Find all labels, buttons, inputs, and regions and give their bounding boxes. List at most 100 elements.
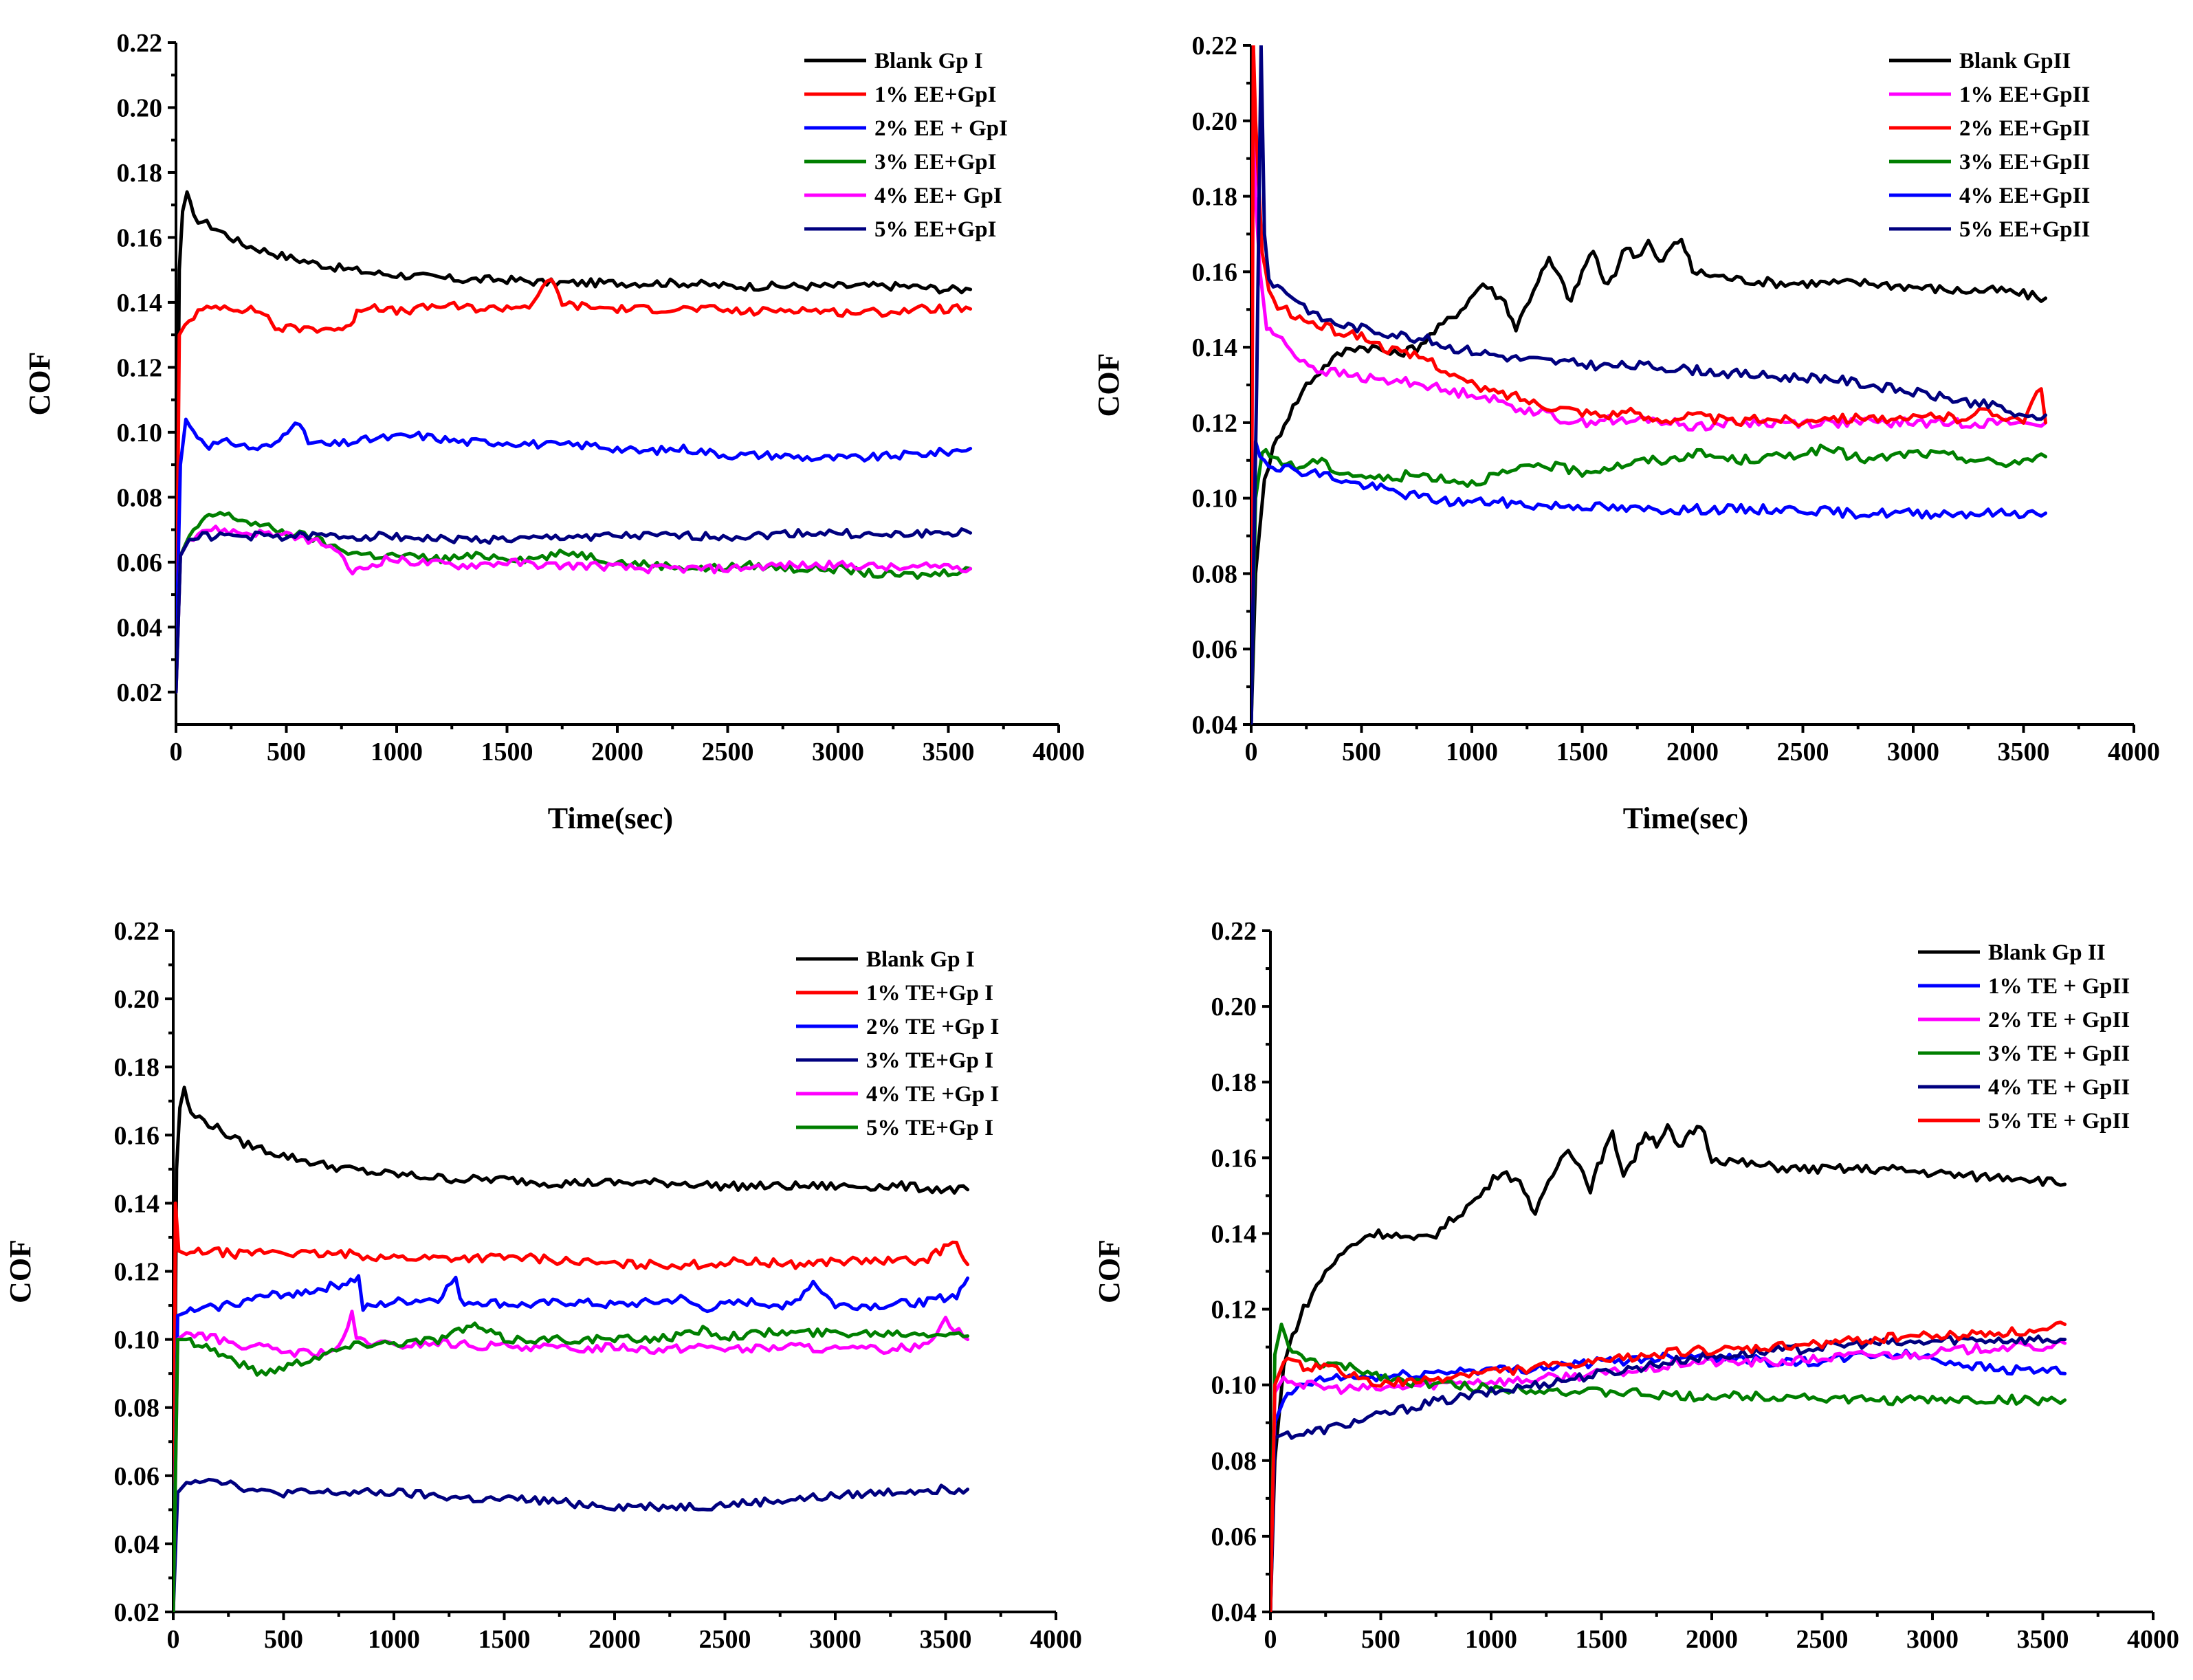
y-tick-label: 0.20	[1211, 993, 1257, 1021]
x-tick-label: 1000	[1446, 738, 1498, 766]
series-line-1-te-gpii	[1270, 1348, 2067, 1612]
legend-label: 1% TE+Gp I	[866, 981, 993, 1006]
y-tick-label: 0.18	[1192, 183, 1238, 212]
x-tick-label: 0	[1264, 1625, 1277, 1654]
x-tick-label: 0	[170, 738, 183, 766]
legend-label: 1% EE+GpI	[874, 82, 996, 107]
x-tick-label: 3500	[920, 1625, 972, 1654]
y-axis-title: COF	[3, 1239, 37, 1303]
x-tick-label: 1000	[368, 1625, 420, 1654]
legend-label: 1% TE + GpII	[1988, 974, 2130, 999]
legend-label: Blank GpII	[1959, 49, 2071, 74]
x-tick-label: 3500	[923, 738, 975, 766]
y-tick-label: 0.06	[1192, 635, 1238, 664]
x-tick-label: 1000	[1465, 1625, 1517, 1654]
y-tick-label: 0.06	[117, 549, 163, 577]
x-tick-label: 2000	[588, 1625, 641, 1654]
x-tick-label: 4000	[1033, 738, 1085, 766]
y-tick-label: 0.12	[114, 1258, 160, 1287]
x-tick-label: 1500	[1576, 1625, 1628, 1654]
series-line-3-te-gp-i	[173, 1477, 970, 1612]
series-line-1-ee-gpi	[176, 278, 973, 694]
x-tick-label: 2000	[1666, 738, 1719, 766]
x-tick-label: 1500	[1556, 738, 1609, 766]
y-tick-label: 0.14	[1211, 1219, 1257, 1248]
legend-label: Blank Gp I	[874, 49, 983, 74]
y-tick-label: 0.16	[1192, 258, 1238, 287]
y-tick-label: 0.22	[114, 917, 160, 946]
x-tick-label: 2500	[699, 1625, 751, 1654]
chart-panel-b: 0.04 0.06 0.08 0.10 0.12 0.14 0.16 0.18 0.20 0.22…	[1092, 32, 2160, 835]
legend-label: 5% TE + GpII	[1988, 1109, 2130, 1134]
y-axis-title: COF	[23, 352, 56, 416]
x-tick-label: 500	[1342, 738, 1381, 766]
y-tick-label: 0.06	[114, 1462, 160, 1491]
y-tick-label: 0.08	[114, 1394, 160, 1423]
legend-label: 3% EE+GpI	[874, 150, 996, 175]
y-tick-label: 0.16	[117, 223, 163, 252]
y-tick-label: 0.10	[114, 1326, 160, 1355]
legend-label: 2% TE + GpII	[1988, 1008, 2130, 1032]
legend-label: 3% TE+Gp I	[866, 1048, 993, 1073]
y-tick-label: 0.22	[117, 29, 163, 58]
chart-panel-c: 0.02 0.04 0.06 0.08 0.10 0.12 0.14 0.16 0.18 0.20…	[3, 917, 1082, 1654]
y-tick-label: 0.08	[117, 483, 163, 512]
x-tick-label: 0	[167, 1625, 180, 1654]
x-tick-label: 0	[1245, 738, 1258, 766]
series-line-4-te-gpii	[1270, 1334, 2067, 1612]
x-tick-label: 1500	[478, 1625, 531, 1654]
x-tick-label: 4000	[2127, 1625, 2179, 1654]
legend-label: 3% EE+GpII	[1959, 150, 2090, 175]
y-axis-title: COF	[1092, 1239, 1126, 1303]
y-tick-label: 0.20	[1192, 107, 1238, 136]
series-line-2-ee-gpii	[1251, 45, 2048, 651]
series-line-2-te-gpii	[1270, 1339, 2067, 1612]
x-tick-label: 2500	[702, 738, 754, 766]
x-tick-label: 4000	[2108, 738, 2160, 766]
y-tick-label: 0.12	[1192, 409, 1238, 438]
x-tick-label: 500	[1361, 1625, 1400, 1654]
y-tick-label: 0.18	[114, 1053, 160, 1082]
y-tick-label: 0.20	[117, 93, 163, 122]
legend-label: 4% TE + GpII	[1988, 1075, 2130, 1100]
y-tick-label: 0.10	[1211, 1371, 1257, 1400]
y-tick-label: 0.02	[114, 1598, 160, 1627]
series-line-2-ee-gpi	[176, 417, 973, 661]
x-tick-label: 3000	[1887, 738, 1939, 766]
y-tick-label: 0.18	[1211, 1068, 1257, 1097]
series-line-5-ee-gpi	[176, 527, 973, 694]
x-tick-label: 1500	[481, 738, 533, 766]
y-tick-label: 0.08	[1211, 1447, 1257, 1476]
y-tick-label: 0.04	[117, 613, 163, 642]
y-axis-title: COF	[1092, 353, 1125, 417]
x-tick-label: 3000	[812, 738, 864, 766]
chart-panel-d: 0.04 0.06 0.08 0.10 0.12 0.14 0.16 0.18 0.20 0.22…	[1092, 917, 2179, 1654]
series-line-5-te-gpii	[1270, 1320, 2067, 1612]
series-line-4-ee-gpi	[176, 524, 973, 694]
legend-label: 5% EE+GpI	[874, 217, 996, 242]
series-line-4-ee-gpii	[1251, 439, 2048, 725]
legend-label: Blank Gp II	[1988, 940, 2106, 965]
y-tick-label: 0.20	[114, 985, 160, 1014]
y-tick-label: 0.04	[1211, 1598, 1257, 1627]
y-tick-label: 0.22	[1211, 917, 1257, 946]
legend-label: 5% EE+GpII	[1959, 217, 2090, 242]
series-line-blank-gp-i	[176, 190, 973, 694]
y-tick-label: 0.10	[1192, 485, 1238, 513]
series-line-blank-gpii	[1251, 237, 2048, 725]
y-tick-label: 0.10	[117, 419, 163, 447]
x-tick-label: 500	[267, 738, 306, 766]
y-tick-label: 0.16	[1211, 1144, 1257, 1173]
x-tick-label: 1000	[371, 738, 423, 766]
y-tick-label: 0.04	[1192, 711, 1238, 740]
series-line-1-ee-gpii	[1251, 81, 2048, 651]
legend-label: 2% TE +Gp I	[866, 1015, 999, 1039]
legend-label: Blank Gp I	[866, 947, 975, 972]
series-line-3-ee-gpii	[1251, 443, 2048, 725]
y-tick-label: 0.12	[117, 353, 163, 382]
legend-label: 3% TE + GpII	[1988, 1041, 2130, 1066]
x-axis-title: Time(sec)	[548, 802, 673, 835]
y-tick-label: 0.04	[114, 1530, 160, 1559]
x-tick-label: 3500	[1998, 738, 2050, 766]
